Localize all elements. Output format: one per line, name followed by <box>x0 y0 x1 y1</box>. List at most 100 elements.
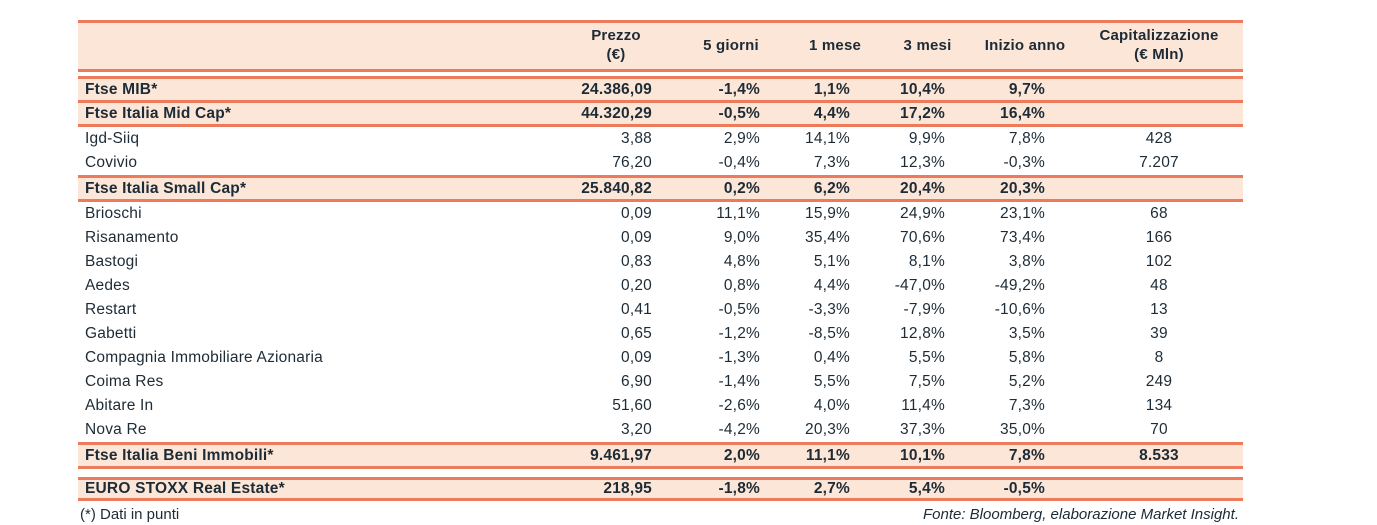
cell-prezzo: 0,83 <box>621 253 652 270</box>
cell-prezzo: 0,09 <box>621 349 652 366</box>
cell-inizio-anno: 7,8% <box>975 442 1075 469</box>
cell-capitalizzazione: 102 <box>1145 253 1173 270</box>
header-cap-line2: (€ Mln) <box>1134 46 1184 63</box>
cell-1-mese: 4,4% <box>790 100 880 127</box>
table-row-stock: Gabetti 0,65 -1,2% -8,5% 12,8% 3,5% 39 <box>78 322 1243 346</box>
row-label: Abitare In <box>85 397 154 414</box>
cell-3-mesi: 5,5% <box>908 349 945 366</box>
table-row-index-beni-immobili: Ftse Italia Beni Immobili* 9.461,97 2,0%… <box>78 442 1243 469</box>
table-footer: (*) Dati in punti Fonte: Bloomberg, elab… <box>78 506 1243 523</box>
gap-cell <box>78 467 1243 479</box>
cell-5-giorni: -0,4% <box>718 154 760 171</box>
row-label: Gabetti <box>85 325 137 342</box>
header-inizio-anno: Inizio anno <box>975 20 1075 72</box>
table-row-index-euro-stoxx: EURO STOXX Real Estate* 218,95 -1,8% 2,7… <box>78 477 1243 501</box>
table-row-index-ftse-mib: Ftse MIB* 24.386,09 -1,4% 1,1% 10,4% 9,7… <box>78 76 1243 103</box>
section-gap <box>78 467 1243 479</box>
cell-prezzo: 218,95 <box>560 477 672 501</box>
cell-inizio-anno: 20,3% <box>975 175 1075 202</box>
cell-1-mese: 5,5% <box>813 373 850 390</box>
cell-inizio-anno: 3,5% <box>1008 325 1045 342</box>
gap-cell <box>78 70 1243 78</box>
cell-5-giorni: -1,4% <box>672 76 790 103</box>
cell-prezzo: 0,65 <box>621 325 652 342</box>
cell-3-mesi: 11,4% <box>901 397 945 414</box>
cell-1-mese: 5,1% <box>813 253 850 270</box>
cell-prezzo: 0,20 <box>621 277 652 294</box>
row-label: Ftse MIB* <box>78 76 560 103</box>
cell-1-mese: 4,0% <box>813 397 850 414</box>
row-label: Covivio <box>85 154 138 171</box>
table-row-index-small-cap: Ftse Italia Small Cap* 25.840,82 0,2% 6,… <box>78 175 1243 202</box>
cell-capitalizzazione: 70 <box>1150 421 1168 438</box>
table-row-stock: Covivio 76,20 -0,4% 7,3% 12,3% -0,3% 7.2… <box>78 151 1243 177</box>
cell-prezzo: 0,09 <box>621 205 652 222</box>
cell-1-mese: 1,1% <box>790 76 880 103</box>
cell-capitalizzazione: 166 <box>1145 229 1173 246</box>
cell-capitalizzazione <box>1075 477 1243 501</box>
cell-capitalizzazione: 39 <box>1150 325 1168 342</box>
cell-capitalizzazione: 249 <box>1145 373 1173 390</box>
cell-capitalizzazione <box>1075 76 1243 103</box>
cell-3-mesi: 12,3% <box>900 154 945 171</box>
cell-inizio-anno: -49,2% <box>994 277 1045 294</box>
cell-5-giorni: -0,5% <box>672 100 790 127</box>
cell-5-giorni: 11,1% <box>716 205 760 222</box>
header-name <box>78 20 560 72</box>
cell-capitalizzazione: 428 <box>1145 130 1173 147</box>
cell-5-giorni: 2,0% <box>672 442 790 469</box>
cell-3-mesi: 12,8% <box>900 325 945 342</box>
cell-prezzo: 76,20 <box>612 154 652 171</box>
cell-5-giorni: -4,2% <box>718 421 760 438</box>
cell-capitalizzazione: 8 <box>1154 349 1164 366</box>
header-1-mese: 1 mese <box>790 20 880 72</box>
cell-inizio-anno: 73,4% <box>1000 229 1045 246</box>
row-label: EURO STOXX Real Estate* <box>78 477 560 501</box>
cell-5-giorni: -1,3% <box>718 349 760 366</box>
table-row-index-mid-cap: Ftse Italia Mid Cap* 44.320,29 -0,5% 4,4… <box>78 100 1243 127</box>
cell-1-mese: 4,4% <box>813 277 850 294</box>
table-row-stock: Aedes 0,20 0,8% 4,4% -47,0% -49,2% 48 <box>78 274 1243 298</box>
table-row-stock: Bastogi 0,83 4,8% 5,1% 8,1% 3,8% 102 <box>78 250 1243 274</box>
cell-inizio-anno: 5,2% <box>1008 373 1045 390</box>
row-label: Bastogi <box>85 253 139 270</box>
cell-prezzo: 24.386,09 <box>560 76 672 103</box>
cell-prezzo: 51,60 <box>612 397 652 414</box>
cell-inizio-anno: -0,3% <box>1003 154 1045 171</box>
cell-prezzo: 3,88 <box>621 130 652 147</box>
cell-1-mese: 0,4% <box>813 349 850 366</box>
cell-capitalizzazione <box>1075 100 1243 127</box>
table-row-stock: Brioschi 0,09 11,1% 15,9% 24,9% 23,1% 68 <box>78 201 1243 227</box>
cell-1-mese: 20,3% <box>805 421 850 438</box>
cell-1-mese: -8,5% <box>808 325 850 342</box>
row-label: Coima Res <box>85 373 164 390</box>
cell-inizio-anno: -10,6% <box>994 301 1045 318</box>
cell-3-mesi: 10,1% <box>880 442 975 469</box>
cell-5-giorni: -2,6% <box>718 397 760 414</box>
cell-capitalizzazione: 7.207 <box>1139 154 1179 171</box>
row-label: Ftse Italia Small Cap* <box>78 175 560 202</box>
row-label: Restart <box>85 301 137 318</box>
cell-capitalizzazione <box>1075 175 1243 202</box>
cell-1-mese: 7,3% <box>813 154 850 171</box>
header-5-giorni: 5 giorni <box>672 20 790 72</box>
row-label: Ftse Italia Beni Immobili* <box>78 442 560 469</box>
row-label: Compagnia Immobiliare Azionaria <box>85 349 323 366</box>
cell-capitalizzazione: 8.533 <box>1075 442 1243 469</box>
cell-capitalizzazione: 68 <box>1150 205 1168 222</box>
row-label: Brioschi <box>85 205 142 222</box>
cell-prezzo: 0,09 <box>621 229 652 246</box>
cell-5-giorni: 4,8% <box>723 253 760 270</box>
header-3-mesi: 3 mesi <box>880 20 975 72</box>
cell-3-mesi: 8,1% <box>908 253 945 270</box>
cell-3-mesi: 9,9% <box>908 130 945 147</box>
cell-inizio-anno: 7,8% <box>1008 130 1045 147</box>
real-estate-performance-table: Prezzo (€) 5 giorni 1 mese 3 mesi Inizio … <box>78 20 1243 501</box>
cell-3-mesi: 70,6% <box>900 229 945 246</box>
cell-5-giorni: 0,8% <box>723 277 760 294</box>
source-attribution: Fonte: Bloomberg, elaborazione Market In… <box>922 506 1239 523</box>
cell-5-giorni: -1,8% <box>672 477 790 501</box>
cell-5-giorni: 2,9% <box>723 130 760 147</box>
row-label: Risanamento <box>85 229 179 246</box>
cell-inizio-anno: 35,0% <box>1000 421 1045 438</box>
